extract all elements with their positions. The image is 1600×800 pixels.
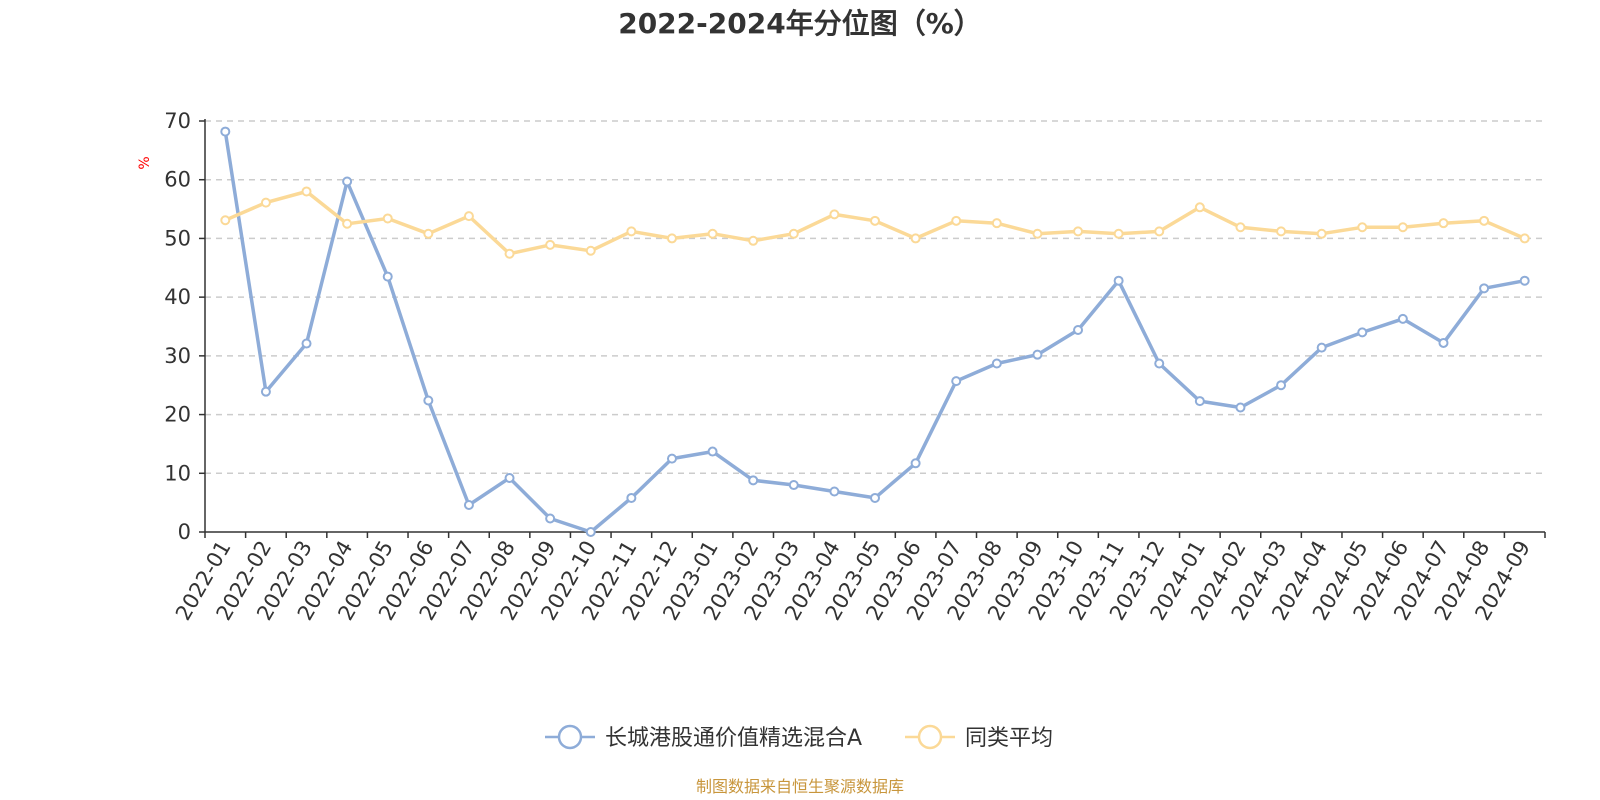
y-tick-label: 40 — [164, 285, 191, 309]
data-point — [1316, 342, 1327, 353]
data-point — [504, 472, 515, 483]
data-point — [1113, 228, 1124, 239]
data-point — [991, 358, 1002, 369]
source-note: 制图数据来自恒生聚源数据库 — [696, 777, 904, 796]
data-point — [220, 215, 231, 226]
y-tick-label: 0 — [178, 520, 191, 544]
data-point — [951, 215, 962, 226]
data-point — [1438, 218, 1449, 229]
data-point — [504, 248, 515, 259]
legend-label: 同类平均 — [965, 726, 1053, 751]
data-point — [1073, 325, 1084, 336]
data-point — [342, 176, 353, 187]
data-point — [1479, 215, 1490, 226]
data-point — [707, 228, 718, 239]
y-tick-labels: 0 10 20 30 40 50 60 70 — [164, 109, 191, 544]
y-tick-label: 30 — [164, 344, 191, 368]
legend-item-1[interactable]: 长城港股通价值精选混合A — [545, 724, 862, 751]
data-point — [1235, 222, 1246, 233]
y-tick-label: 60 — [164, 168, 191, 192]
data-point — [301, 338, 312, 349]
data-point — [1194, 396, 1205, 407]
legend[interactable]: 长城港股通价值精选混合A 同类平均 — [545, 724, 1053, 751]
data-point — [545, 239, 556, 250]
data-point — [1519, 233, 1530, 244]
data-point — [1113, 275, 1124, 286]
data-point — [666, 233, 677, 244]
data-point — [1032, 349, 1043, 360]
data-point — [585, 527, 596, 537]
data-point — [748, 235, 759, 246]
legend-label: 长城港股通价值精选混合A — [605, 726, 862, 751]
data-point — [1397, 313, 1408, 324]
data-point — [545, 513, 556, 524]
data-point — [423, 395, 434, 406]
data-point — [626, 226, 637, 237]
data-point — [260, 386, 271, 397]
data-point — [1276, 226, 1287, 237]
data-point — [301, 186, 312, 197]
data-point — [463, 499, 474, 510]
y-tick-label: 20 — [164, 403, 191, 427]
legend-marker-icon — [917, 724, 943, 750]
data-point — [382, 271, 393, 282]
data-point — [585, 245, 596, 256]
data-point — [1276, 380, 1287, 391]
data-point — [260, 197, 271, 208]
data-point — [1154, 358, 1165, 369]
series-group — [220, 126, 1530, 537]
data-point — [1235, 402, 1246, 413]
gridlines — [205, 120, 1545, 475]
data-point — [1154, 226, 1165, 237]
data-point — [1397, 222, 1408, 233]
data-point — [910, 458, 921, 469]
data-point — [626, 492, 637, 503]
data-point — [829, 486, 840, 497]
x-tick-labels: 2022-012022-022022-032022-042022-052022-… — [171, 536, 1535, 624]
data-point — [1438, 337, 1449, 348]
data-point — [666, 453, 677, 464]
y-tick-label: 10 — [164, 461, 191, 485]
data-point — [342, 218, 353, 229]
y-tick-label: 70 — [164, 109, 191, 133]
data-point — [463, 211, 474, 222]
legend-item-2[interactable]: 同类平均 — [905, 724, 1053, 751]
data-point — [1479, 283, 1490, 294]
legend-marker-icon — [557, 724, 583, 750]
data-point — [707, 446, 718, 457]
data-point — [870, 492, 880, 503]
data-point — [870, 215, 880, 226]
series-line-1 — [223, 131, 1526, 534]
y-tick-label: 50 — [164, 226, 191, 250]
data-point — [1194, 202, 1205, 213]
chart-title: 2022-2024年分位图（%） — [618, 7, 982, 40]
data-point — [748, 475, 759, 486]
data-point — [1357, 327, 1368, 338]
data-point — [951, 376, 962, 387]
data-point — [1073, 226, 1084, 237]
data-point — [829, 209, 840, 220]
data-point — [423, 228, 434, 239]
data-point — [991, 218, 1002, 229]
data-point — [788, 480, 799, 491]
data-point — [910, 233, 921, 244]
data-point — [1357, 222, 1368, 233]
data-point — [1032, 228, 1043, 239]
data-point — [1316, 228, 1327, 239]
data-point — [1519, 275, 1530, 286]
y-axis-label: % — [137, 156, 153, 169]
axes — [199, 119, 1546, 538]
data-point — [788, 228, 799, 239]
data-point — [220, 126, 231, 137]
data-point — [382, 213, 393, 224]
